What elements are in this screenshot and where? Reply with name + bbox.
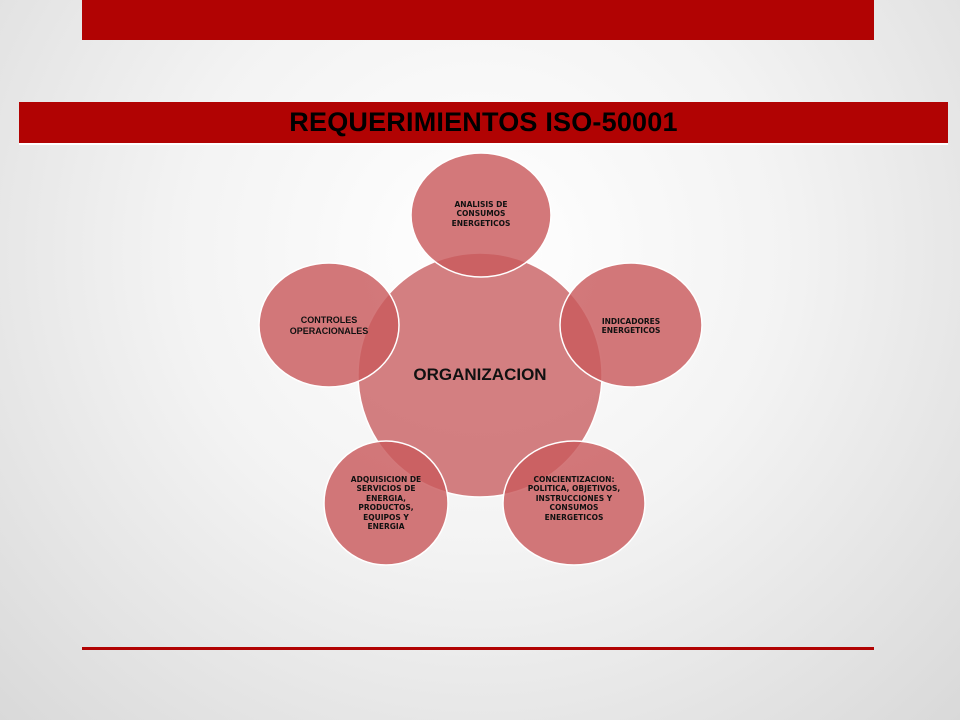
node-label-indicadores: INDICADORES ENERGETICOS <box>601 317 661 336</box>
node-label-adquisicion: ADQUISICION DE SERVICIOS DE ENERGIA, PRO… <box>350 475 422 531</box>
node-circle-adquisicion <box>323 440 449 566</box>
node-label-analisis: ANALISIS DE CONSUMOS ENERGETICOS <box>451 200 511 228</box>
center-label: ORGANIZACION <box>413 365 547 384</box>
node-circle-concientizacion <box>502 440 646 566</box>
node-label-concientizacion: CONCIENTIZACION: POLITICA, OBJETIVOS, IN… <box>527 475 621 522</box>
slide-title: REQUERIMIENTOS ISO-50001 <box>289 107 678 137</box>
title-banner: REQUERIMIENTOS ISO-50001 <box>19 102 948 145</box>
node-circle-indicadores <box>559 262 703 388</box>
node-circle-analisis <box>410 152 552 278</box>
bottom-divider <box>82 647 874 650</box>
node-circle-controles <box>258 262 400 388</box>
node-label-controles: CONTROLES OPERACIONALES <box>289 315 369 337</box>
top-accent-bar <box>82 0 874 40</box>
